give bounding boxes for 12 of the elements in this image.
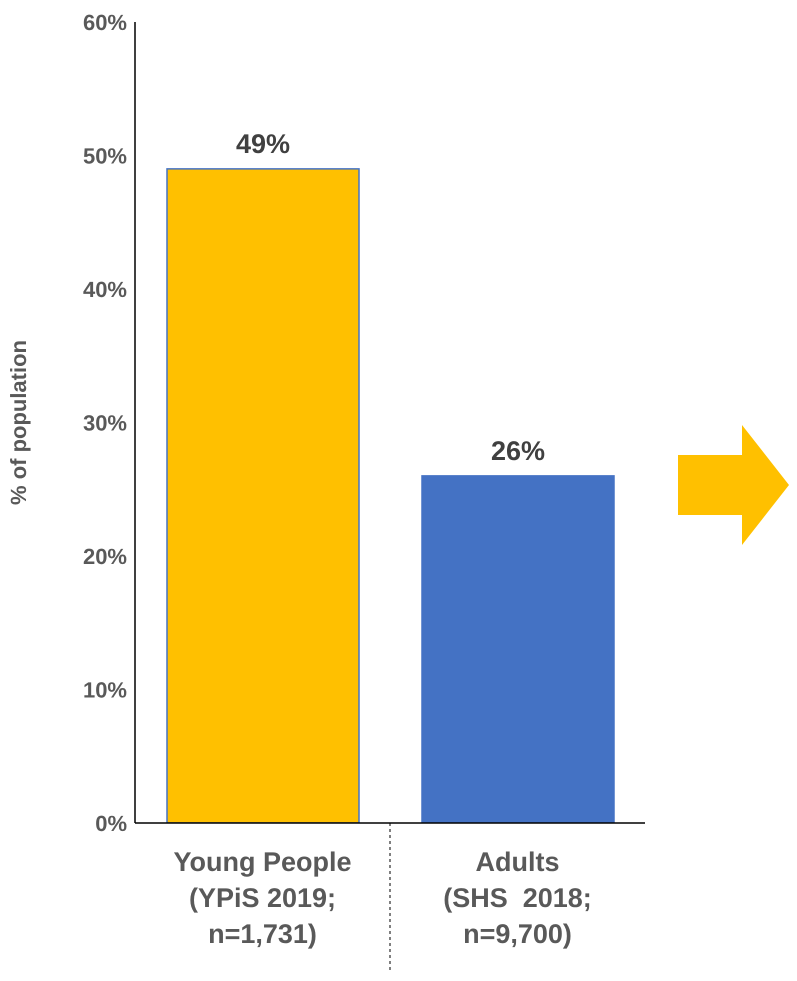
data-label: 26%	[490, 436, 546, 466]
x-tick-label: Young People (YPiS 2019; n=1,731)	[173, 847, 352, 949]
y-tick-label: 30%	[82, 410, 127, 436]
x-tick-label: Adults (SHS 2018; n=9,700)	[443, 847, 592, 949]
y-tick-label: 10%	[82, 677, 127, 702]
y-tick-label: 20%	[82, 544, 127, 569]
y-axis-title: % of population	[6, 340, 31, 505]
y-tick-label: 0%	[95, 810, 127, 836]
y-tick-label: 50%	[82, 143, 127, 168]
y-tick-label: 60%	[82, 10, 127, 35]
y-tick-label: 40%	[82, 276, 127, 302]
data-label: 49%	[236, 128, 290, 159]
